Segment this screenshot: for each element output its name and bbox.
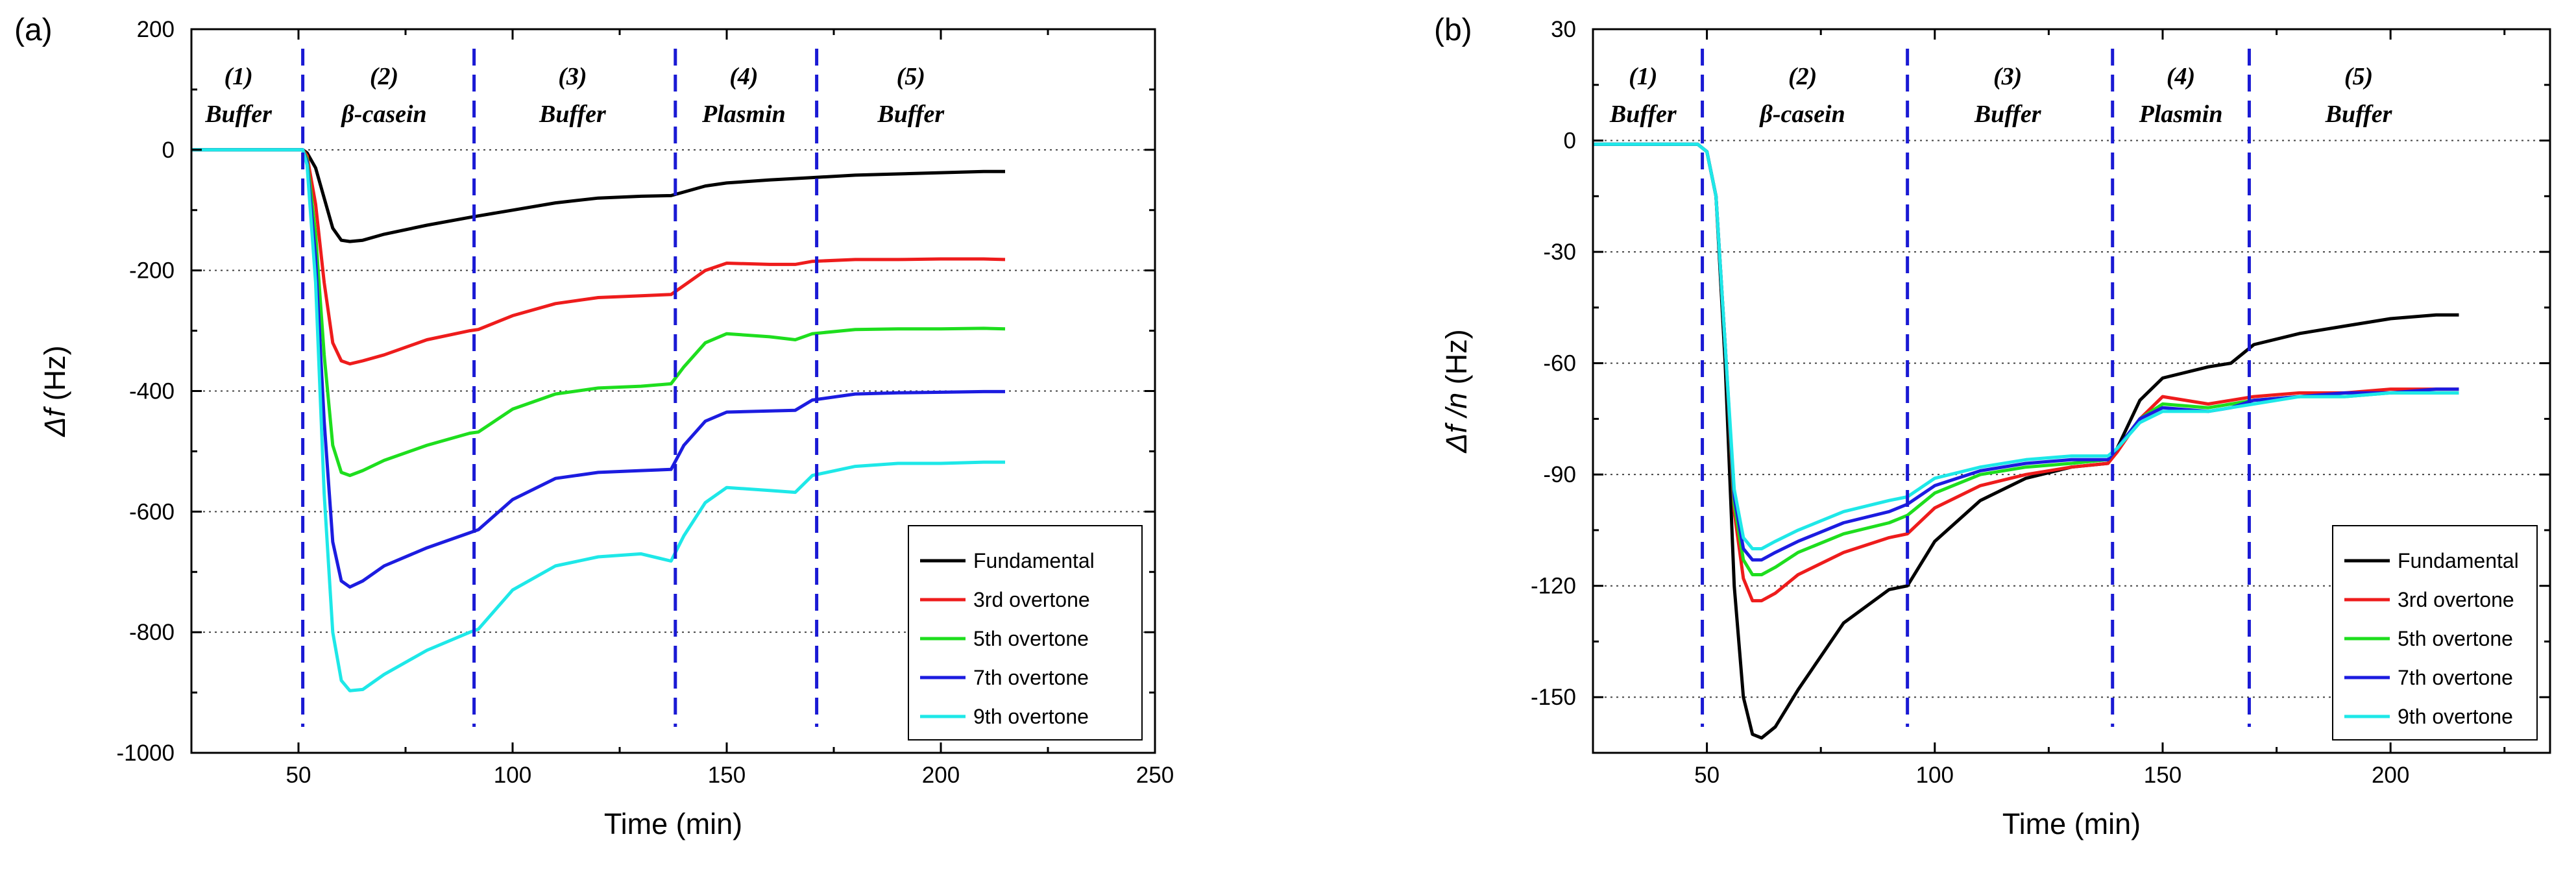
legend-label: 9th overtone — [973, 705, 1089, 728]
y-tick-label: 0 — [162, 138, 175, 163]
series-line-9th-overtone — [1593, 142, 2459, 550]
y-tick-label: 200 — [137, 17, 175, 42]
phase-name: β-casein — [1758, 101, 1845, 128]
legend-label: 3rd overtone — [2398, 588, 2514, 611]
plot-frame — [1592, 28, 2551, 754]
phase-name: Buffer — [539, 101, 607, 128]
x-tick-label: 250 — [1136, 763, 1174, 788]
legend-label: 7th overtone — [973, 666, 1089, 689]
legend: Fundamental 3rd overtone 5th overtone 7th o… — [908, 525, 1143, 740]
x-tick-label: 50 — [1694, 763, 1719, 788]
y-tick-label: -30 — [1543, 239, 1576, 265]
y-axis-title: Δf /n (Hz) — [1440, 329, 1473, 453]
y-axis-unit: (Hz) — [1440, 329, 1473, 392]
phase-name: β-casein — [340, 101, 426, 128]
y-axis-symbol: Δf — [38, 406, 71, 437]
phase-number: (5) — [2344, 63, 2373, 90]
phase-name: Plasmin — [2139, 101, 2223, 128]
legend-label: 9th overtone — [2398, 705, 2513, 728]
phase-number: (1) — [224, 63, 252, 90]
y-tick-label: -120 — [1531, 574, 1576, 599]
series-line-3rd-overtone — [191, 148, 1006, 366]
chart-panel-b: (b) (1) Buffer (2) β-casein (3) Buffer (4) Plasm… — [1434, 13, 2551, 840]
phase-number: (2) — [1788, 63, 1817, 90]
y-tick-label: 0 — [1564, 129, 1576, 154]
y-tick-label: -60 — [1543, 351, 1576, 376]
legend-label: 5th overtone — [973, 627, 1089, 650]
phase-name: Buffer — [2325, 101, 2393, 128]
phase-name: Buffer — [1974, 101, 2042, 128]
y-tick-label: -150 — [1531, 685, 1576, 710]
phase-number: (2) — [370, 63, 398, 90]
y-tick-label: -600 — [129, 499, 175, 524]
x-tick-label: 200 — [2372, 763, 2409, 788]
y-tick-label: -200 — [129, 258, 175, 284]
y-tick-label: -1000 — [116, 740, 175, 766]
legend-label: 7th overtone — [2398, 666, 2513, 689]
panel-label: (b) — [1434, 13, 1472, 47]
phase-number: (1) — [1629, 63, 1657, 90]
y-tick-label: -800 — [129, 620, 175, 645]
phase-name: Buffer — [204, 101, 273, 128]
x-tick-label: 100 — [1916, 763, 1954, 788]
y-tick-label: -90 — [1543, 462, 1576, 487]
y-axis-symbol: Δf /n — [1440, 393, 1473, 454]
legend-label: 3rd overtone — [973, 588, 1090, 611]
phase-name: Buffer — [1609, 101, 1677, 128]
y-tick-label: -400 — [129, 379, 175, 404]
phase-number: (3) — [558, 63, 587, 90]
series-line-fundamental — [1593, 142, 2459, 740]
legend: Fundamental 3rd overtone 5th overtone 7th o… — [2332, 525, 2538, 740]
x-tick-label: 100 — [494, 763, 531, 788]
x-axis-title: Time (min) — [2002, 807, 2141, 840]
y-axis-title: Δf (Hz) — [38, 345, 71, 437]
phase-name: Plasmin — [701, 101, 786, 128]
legend-label: Fundamental — [2398, 549, 2519, 572]
panel-label: (a) — [14, 13, 53, 47]
x-tick-label: 200 — [922, 763, 960, 788]
y-tick-label: 30 — [1551, 17, 1576, 42]
x-tick-label: 50 — [286, 763, 311, 788]
x-tick-label: 150 — [708, 763, 746, 788]
phase-name: Buffer — [877, 101, 945, 128]
x-tick-label: 150 — [2144, 763, 2181, 788]
legend-label: 5th overtone — [2398, 627, 2513, 650]
phase-number: (3) — [1993, 63, 2022, 90]
series-line-5th-overtone — [191, 148, 1006, 478]
phase-number: (5) — [897, 63, 925, 90]
y-axis-unit: (Hz) — [38, 345, 71, 408]
x-axis-title: Time (min) — [604, 807, 742, 840]
series-line-7th-overtone — [191, 148, 1005, 589]
phase-number: (4) — [2167, 63, 2195, 90]
series-line-fundamental — [191, 148, 1005, 243]
legend-label: Fundamental — [973, 549, 1095, 572]
chart-panel-a: (a) (1) Buffer (2) β-casein (3) Buffer (4) Plasm… — [14, 13, 1174, 840]
series-line-9th-overtone — [191, 148, 1005, 692]
phase-number: (4) — [729, 63, 758, 90]
